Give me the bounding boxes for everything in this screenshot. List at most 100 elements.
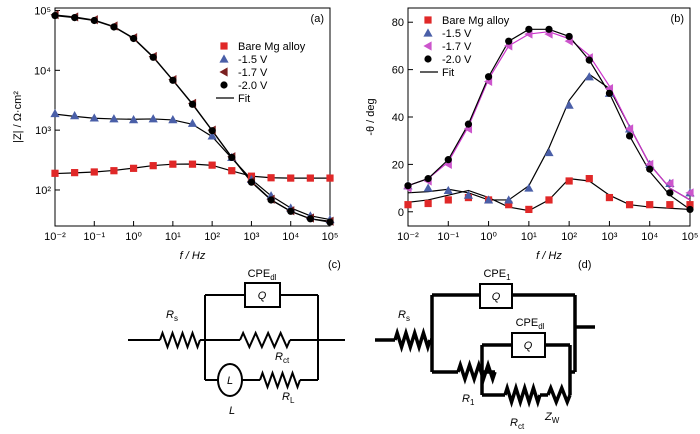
- marker: [110, 167, 118, 175]
- legend-marker: [424, 55, 432, 63]
- resistor: [503, 382, 542, 408]
- marker: [625, 132, 634, 140]
- wire: [375, 293, 595, 397]
- marker: [267, 174, 275, 182]
- chart: 10⁻² 10⁻¹ 10⁰ 10¹ 10² 10³ 10⁴ 10⁵ 0 20 40 60 80 f / H…: [365, 7, 699, 262]
- marker: [207, 131, 217, 140]
- marker: [424, 175, 432, 183]
- legend-marker: [219, 54, 229, 63]
- panel-label: (c): [328, 259, 341, 271]
- x-tick-label: 10⁻¹: [83, 231, 105, 243]
- legend-label: Bare Mg alloy: [238, 41, 306, 53]
- legend-label: -1.7 V: [238, 67, 268, 79]
- marker: [525, 25, 533, 33]
- x-tick-label: 10⁴: [641, 231, 658, 243]
- marker: [247, 178, 256, 186]
- marker: [187, 118, 198, 127]
- marker: [168, 115, 178, 124]
- x-tick-label: 10⁻²: [44, 231, 66, 243]
- y-tick-label: 10³: [35, 125, 51, 137]
- marker: [51, 169, 59, 177]
- cpe-box: [479, 283, 513, 309]
- x-tick-label: 10¹: [165, 231, 181, 243]
- label: Q: [258, 290, 267, 302]
- y-tick-label: 60: [392, 65, 404, 77]
- marker: [404, 182, 412, 190]
- marker: [584, 72, 594, 81]
- label: R: [510, 417, 518, 429]
- y-tick-label: 80: [392, 17, 404, 29]
- legend-label: -1.5 V: [238, 54, 268, 66]
- marker: [625, 201, 634, 209]
- y-axis-label: |Z| / Ω·cm²: [12, 91, 24, 143]
- marker: [665, 178, 674, 188]
- label: Q: [492, 291, 501, 303]
- marker: [90, 16, 98, 25]
- x-tick-label: 10⁰: [480, 231, 497, 243]
- legend-label: -2.0 V: [238, 80, 268, 92]
- label: Q: [524, 340, 533, 352]
- label: Rct: [275, 351, 290, 365]
- marker: [424, 199, 432, 208]
- marker: [188, 100, 197, 108]
- label: dl: [538, 322, 544, 331]
- marker: [90, 168, 98, 176]
- marker: [624, 124, 634, 134]
- marker: [544, 147, 554, 157]
- legend-label: -2.0 V: [442, 54, 472, 66]
- x-tick-label: 10¹: [521, 231, 537, 243]
- label: CPE: [516, 317, 539, 329]
- legend-marker: [219, 67, 228, 77]
- legend-label: Fit: [238, 93, 250, 105]
- x-tick-label: 10³: [601, 231, 617, 243]
- label: R1: [462, 393, 475, 407]
- marker: [169, 160, 177, 168]
- x-tick-label: 10⁰: [125, 231, 142, 243]
- label: L: [290, 396, 295, 405]
- marker: [326, 218, 334, 226]
- x-tick-label: 10⁻¹: [437, 231, 459, 243]
- label: CPEdl: [248, 268, 277, 282]
- resistor: [259, 370, 301, 390]
- x-tick-label: 10³: [243, 231, 259, 243]
- marker: [109, 114, 119, 123]
- resistor: [456, 359, 497, 385]
- inductor: [217, 363, 243, 397]
- label: CPE1: [483, 268, 511, 282]
- label: Rs: [398, 309, 410, 323]
- resistor: [159, 330, 201, 350]
- marker: [525, 205, 533, 214]
- x-tick-label: 10²: [204, 231, 220, 243]
- x-tick-label: 10⁵: [682, 231, 699, 243]
- marker: [505, 37, 513, 45]
- marker: [208, 127, 216, 135]
- marker: [71, 14, 79, 22]
- marker: [287, 207, 295, 215]
- label: W: [552, 416, 560, 425]
- label: CPEdl: [516, 317, 545, 331]
- marker: [524, 183, 534, 192]
- marker: [443, 185, 453, 195]
- marker: [89, 113, 99, 122]
- marker: [504, 195, 514, 204]
- x-tick-label: 10²: [561, 231, 577, 243]
- label: Rs: [166, 309, 178, 323]
- x-tick-label: 10⁵: [322, 231, 339, 243]
- marker: [287, 174, 295, 182]
- marker: [148, 114, 158, 123]
- marker: [404, 201, 412, 209]
- label: ct: [283, 356, 290, 365]
- marker: [110, 23, 118, 31]
- marker: [306, 174, 314, 182]
- y-axis-label: -θ / deg: [365, 98, 377, 135]
- resistor: [239, 330, 291, 350]
- legend-label: Bare Mg alloy: [442, 15, 510, 27]
- x-axis-label: f / Hz: [180, 250, 206, 262]
- marker: [444, 156, 452, 164]
- legend-marker: [423, 28, 433, 37]
- x-tick-label: 10⁻²: [397, 231, 419, 243]
- label: CPE: [483, 268, 506, 280]
- legend-label: -1.7 V: [442, 41, 472, 53]
- legend-marker: [424, 16, 432, 24]
